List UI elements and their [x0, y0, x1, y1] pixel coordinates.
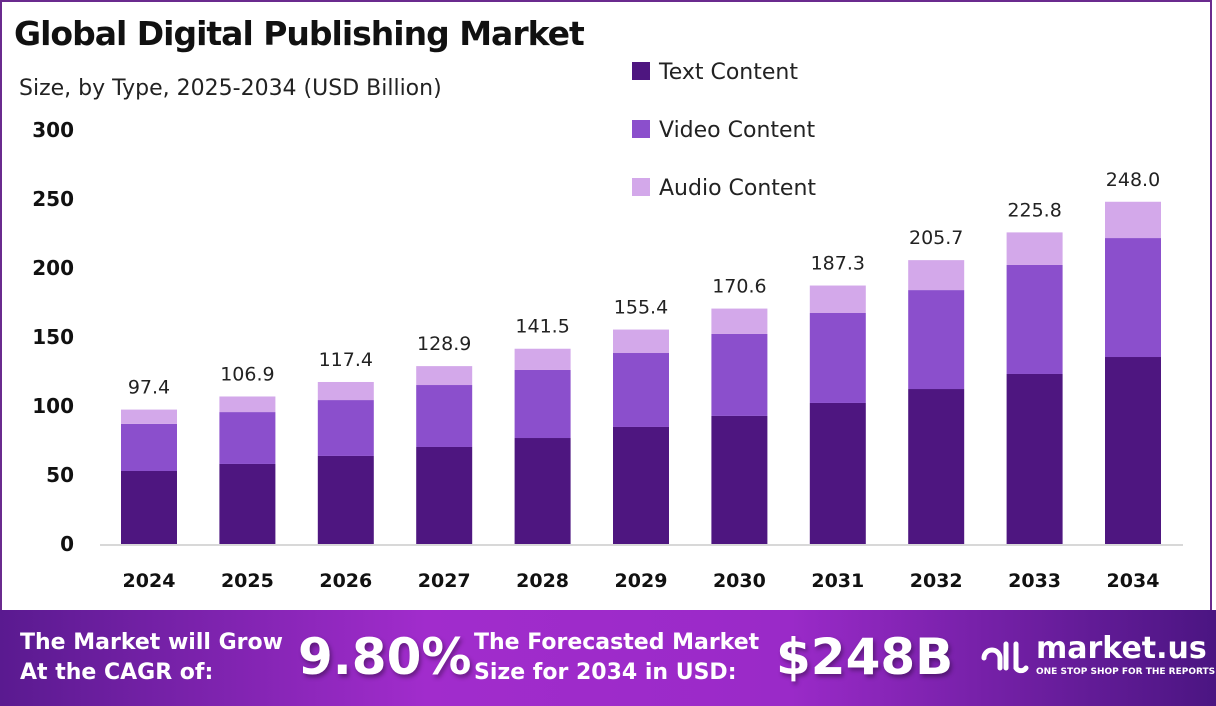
- bar-segment-text-content: [317, 455, 374, 544]
- bar-segment-video-content: [613, 353, 669, 427]
- bar-segment-audio-content: [121, 409, 177, 424]
- bar-total-label: 128.9: [417, 333, 471, 355]
- bar-segment-text-content: [1006, 373, 1063, 544]
- bar-segment-text-content: [711, 415, 768, 544]
- bar-segment-text-content: [908, 389, 965, 544]
- forecast-label-line2: Size for 2034 in USD:: [474, 660, 737, 685]
- bar-total-label: 97.4: [128, 377, 170, 399]
- y-tick-label: 150: [32, 325, 74, 349]
- brand-name: market.us: [1036, 631, 1207, 666]
- cagr-label-line2: At the CAGR of:: [20, 660, 214, 685]
- cagr-value: 9.80%: [298, 628, 472, 686]
- x-tick-label: 2024: [123, 570, 176, 592]
- bar-total-label: 170.6: [712, 276, 766, 298]
- chart-frame: [0, 0, 1212, 610]
- bar-segment-audio-content: [514, 348, 571, 370]
- chart-subtitle: Size, by Type, 2025-2034 (USD Billion): [19, 76, 442, 101]
- bar-segment-video-content: [1006, 264, 1063, 374]
- forecast-label-line1: The Forecasted Market: [474, 630, 760, 655]
- bar-segment-audio-content: [1006, 232, 1063, 265]
- x-tick-label: 2031: [811, 570, 864, 592]
- x-tick-label: 2034: [1107, 570, 1160, 592]
- legend-swatch: [632, 62, 650, 80]
- brand-logo-icon: [981, 641, 1029, 674]
- legend-swatch: [632, 120, 650, 138]
- bar-segment-audio-content: [809, 285, 866, 313]
- bar-total-label: 117.4: [319, 349, 373, 371]
- bar-segment-video-content: [908, 290, 965, 390]
- footer-banner: The Market will Grow At the CAGR of: 9.8…: [0, 610, 1216, 706]
- bar-segment-video-content: [711, 333, 768, 416]
- x-tick-label: 2033: [1008, 570, 1061, 592]
- bar-segment-audio-content: [711, 308, 768, 334]
- forecast-value: $248B: [776, 628, 954, 686]
- chart-title: Global Digital Publishing Market: [14, 14, 585, 53]
- bar-total-label: 187.3: [811, 253, 865, 275]
- bar-segment-video-content: [514, 369, 571, 439]
- bar-segment-audio-content: [219, 396, 276, 413]
- x-tick-label: 2032: [910, 570, 963, 592]
- y-tick-label: 200: [32, 256, 74, 280]
- x-tick-label: 2025: [221, 570, 274, 592]
- y-tick-label: 300: [32, 118, 74, 142]
- bar-total-label: 205.7: [909, 227, 963, 249]
- bar-segment-text-content: [416, 446, 473, 544]
- brand-logo: market.us ONE STOP SHOP FOR THE REPORTS: [980, 634, 1215, 678]
- bar-segment-text-content: [613, 426, 669, 544]
- y-tick-label: 250: [32, 187, 74, 211]
- y-tick-label: 0: [60, 532, 74, 556]
- bar-segment-video-content: [121, 423, 177, 471]
- brand-tagline: ONE STOP SHOP FOR THE REPORTS: [1036, 667, 1216, 677]
- bar-total-label: 248.0: [1106, 169, 1160, 191]
- bar-total-label: 106.9: [220, 363, 274, 385]
- bar-segment-text-content: [809, 402, 866, 544]
- bar-segment-video-content: [1105, 238, 1161, 358]
- bar-segment-audio-content: [317, 381, 374, 401]
- legend-label: Text Content: [658, 60, 798, 85]
- bar-segment-video-content: [809, 312, 866, 403]
- bar-total-label: 225.8: [1007, 199, 1061, 221]
- bar-segment-audio-content: [416, 366, 473, 386]
- bar-segment-text-content: [219, 463, 276, 544]
- bar-segment-video-content: [416, 385, 473, 447]
- bar-segment-video-content: [317, 400, 374, 456]
- bar-segment-text-content: [514, 438, 571, 544]
- cagr-label-line1: The Market will Grow: [20, 630, 283, 655]
- bar-segment-audio-content: [613, 329, 669, 354]
- x-tick-label: 2028: [516, 570, 569, 592]
- bar-segment-text-content: [121, 470, 177, 544]
- x-tick-label: 2030: [713, 570, 766, 592]
- forecast-label: The Forecasted Market Size for 2034 in U…: [474, 628, 759, 688]
- x-tick-label: 2027: [418, 570, 471, 592]
- legend-label: Video Content: [659, 118, 816, 143]
- legend-label: Audio Content: [659, 176, 816, 201]
- bar-segment-audio-content: [908, 260, 965, 291]
- y-tick-label: 100: [32, 394, 74, 418]
- bar-segment-video-content: [219, 412, 276, 464]
- bar-segment-audio-content: [1105, 201, 1161, 239]
- x-tick-label: 2026: [319, 570, 372, 592]
- x-tick-label: 2029: [615, 570, 668, 592]
- bar-segment-text-content: [1105, 357, 1161, 544]
- legend-swatch: [632, 178, 650, 196]
- cagr-label: The Market will Grow At the CAGR of:: [20, 628, 283, 688]
- bar-total-label: 141.5: [515, 316, 569, 338]
- bar-total-label: 155.4: [614, 297, 668, 319]
- chart: 0 50 100 150 200 250 300 97.4 2024 106.9 2025 117.4…: [32, 60, 1183, 592]
- y-tick-label: 50: [46, 463, 74, 487]
